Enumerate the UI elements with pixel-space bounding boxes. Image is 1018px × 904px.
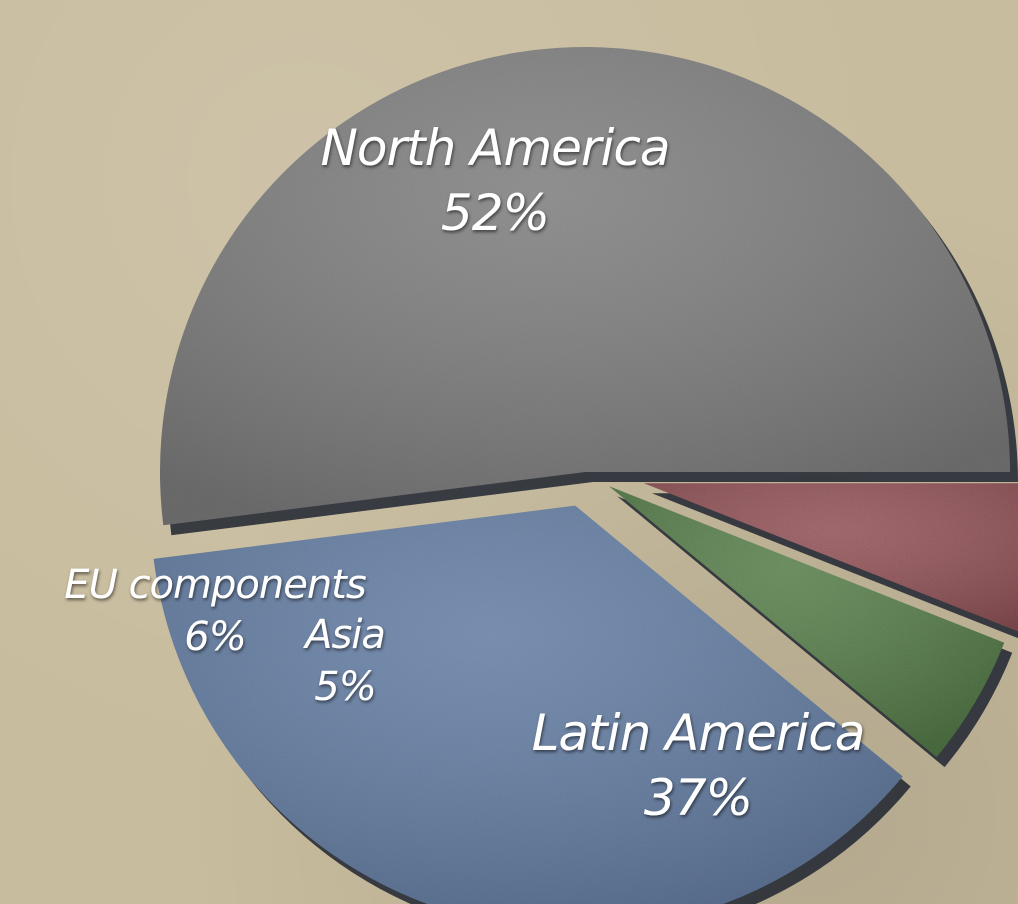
slice-name-latin-america: Latin America <box>532 704 865 762</box>
slice-label-north-america: North America 52% <box>321 119 670 242</box>
slice-label-eu-components: EU components 6% <box>64 562 366 660</box>
slice-label-asia: Asia 5% <box>302 612 385 710</box>
slice-label-latin-america: Latin America 37% <box>532 704 865 827</box>
slice-percent-eu-components: 6% <box>184 614 245 660</box>
pie-slice-shading-eu-components <box>643 483 1018 632</box>
slice-percent-north-america: 52% <box>441 184 549 242</box>
slice-name-asia: Asia <box>302 612 385 658</box>
slice-percent-asia: 5% <box>314 664 375 710</box>
pie-slice-shading-asia <box>609 486 1005 758</box>
slice-name-eu-components: EU components <box>64 562 366 608</box>
pie-slice-shading-latin-america <box>153 505 903 904</box>
pie-slice-shading-north-america <box>159 47 1010 526</box>
slice-name-north-america: North America <box>321 119 670 177</box>
slice-percent-latin-america: 37% <box>644 769 752 827</box>
